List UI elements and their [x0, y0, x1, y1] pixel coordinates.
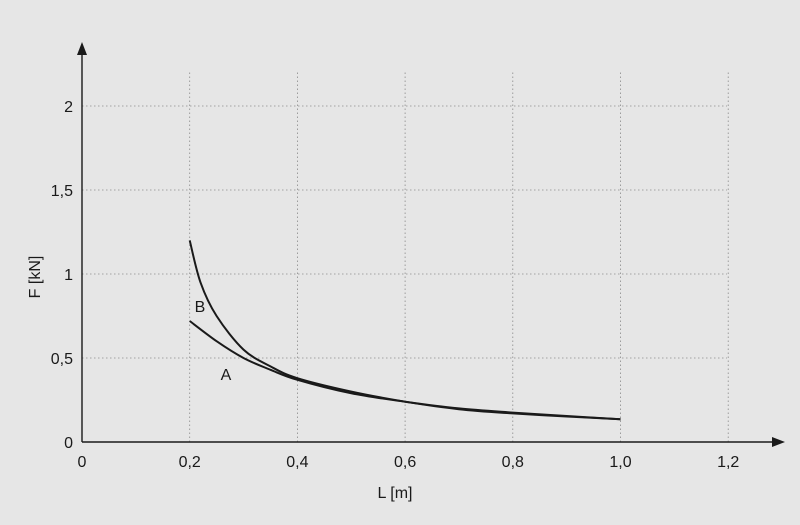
x-axis-arrow — [772, 437, 785, 447]
y-tick-label: 2 — [64, 99, 73, 116]
y-axis-arrow — [77, 42, 87, 55]
x-tick-label: 0,8 — [502, 454, 524, 471]
series-label-a: A — [221, 367, 232, 384]
y-tick-label: 1,5 — [51, 183, 73, 200]
series-line-b — [188, 240, 621, 421]
x-tick-label: 0 — [78, 454, 87, 471]
y-tick-label: 1 — [64, 267, 73, 284]
x-tick-label: 1,2 — [717, 454, 739, 471]
tick-labels: 0 0,2 0,4 0,6 0,8 1,0 1,2 0 0,5 1 1,5 2 — [51, 99, 740, 471]
x-tick-label: 0,6 — [394, 454, 416, 471]
x-axis-label: L [m] — [378, 485, 413, 502]
y-tick-label: 0,5 — [51, 351, 73, 368]
y-tick-label: 0 — [64, 435, 73, 452]
x-tick-label: 1,0 — [609, 454, 631, 471]
series-label-b: B — [195, 299, 206, 316]
series: AB — [188, 240, 621, 421]
axes — [77, 42, 785, 447]
y-axis-label: F [kN] — [27, 256, 44, 299]
x-tick-label: 0,4 — [286, 454, 308, 471]
x-tick-label: 0,2 — [179, 454, 201, 471]
grid — [82, 72, 729, 442]
